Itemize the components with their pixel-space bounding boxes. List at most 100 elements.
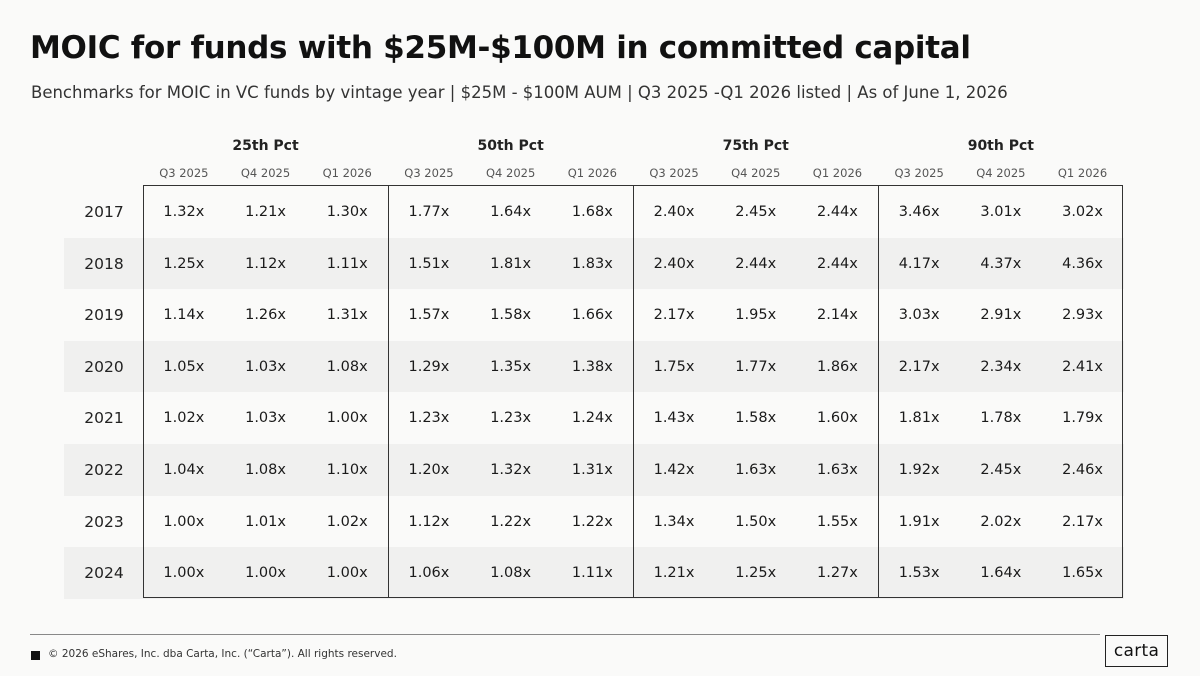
table-row-band: [64, 340, 1124, 393]
moic-value-cell: 1.64x: [980, 565, 1022, 582]
moic-value-cell: 1.66x: [571, 307, 613, 324]
moic-value-cell: 1.64x: [490, 204, 532, 220]
moic-value-cell: 2.17x: [653, 307, 695, 324]
quarter-header: Q3 2025: [159, 166, 209, 180]
moic-value-cell: 1.30x: [326, 204, 368, 220]
quarter-header: Q4 2025: [240, 166, 291, 180]
moic-value-cell: 1.91x: [898, 513, 940, 530]
group-header: 90th Pct: [967, 138, 1034, 154]
carta-logo: carta: [1105, 635, 1168, 667]
moic-value-cell: 4.17x: [898, 255, 940, 272]
moic-value-cell: 1.12x: [408, 513, 450, 530]
moic-value-cell: 1.29x: [408, 358, 450, 375]
group-divider: [633, 185, 635, 598]
moic-value-cell: 2.40x: [653, 204, 695, 220]
quarter-header: Q4 2025: [976, 166, 1026, 180]
moic-value-cell: 2.34x: [980, 358, 1022, 375]
moic-value-cell: 1.00x: [326, 410, 368, 427]
moic-value-cell: 1.34x: [653, 513, 695, 530]
moic-value-cell: 2.14x: [817, 307, 858, 324]
moic-value-cell: 1.10x: [326, 462, 368, 478]
group-divider: [878, 185, 880, 598]
moic-value-cell: 1.58x: [490, 307, 532, 324]
moic-value-cell: 1.53x: [898, 565, 940, 582]
moic-value-cell: 1.35x: [490, 358, 532, 375]
moic-value-cell: 1.32x: [490, 462, 532, 478]
quarter-header: Q4 2025: [731, 166, 781, 180]
vintage-year-label: 2021: [84, 409, 124, 428]
table-row-band: [64, 495, 1124, 548]
group-divider: [388, 185, 390, 598]
moic-value-cell: 1.26x: [245, 307, 286, 324]
moic-value-cell: 1.12x: [245, 255, 286, 272]
moic-value-cell: 1.03x: [245, 410, 286, 427]
vintage-year-label: 2020: [84, 357, 124, 376]
moic-value-cell: 4.36x: [1062, 255, 1103, 272]
quarter-header: Q4 2025: [485, 166, 536, 180]
vintage-year-label: 2023: [84, 512, 124, 531]
quarter-header: Q1 2026: [1057, 166, 1108, 180]
moic-value-cell: 1.02x: [163, 410, 205, 427]
moic-value-cell: 1.95x: [735, 307, 777, 324]
table-row-band: [64, 289, 1124, 342]
page-title: MOIC for funds with $25M-$100M in commit…: [30, 30, 971, 66]
vintage-year-label: 2018: [84, 254, 124, 273]
moic-value-cell: 1.23x: [490, 410, 532, 427]
moic-value-cell: 2.44x: [735, 255, 777, 272]
moic-value-cell: 1.11x: [571, 565, 613, 582]
moic-value-cell: 1.43x: [653, 410, 695, 427]
vintage-year-label: 2019: [84, 306, 124, 325]
quarter-header: Q3 2025: [894, 166, 944, 180]
moic-value-cell: 1.25x: [735, 565, 777, 582]
moic-value-cell: 1.58x: [735, 410, 777, 427]
quarter-header: Q1 2026: [322, 166, 372, 180]
moic-value-cell: 1.06x: [408, 565, 450, 582]
moic-value-cell: 3.01x: [980, 204, 1022, 220]
moic-value-cell: 1.77x: [735, 358, 777, 375]
moic-value-cell: 1.11x: [326, 255, 368, 272]
table-row-band: [64, 186, 1124, 238]
moic-value-cell: 1.25x: [163, 255, 205, 272]
moic-value-cell: 1.00x: [326, 565, 368, 582]
table-row-band: [64, 547, 1124, 600]
quarter-header: Q1 2026: [567, 166, 617, 180]
moic-value-cell: 1.21x: [653, 565, 695, 582]
group-header: 50th Pct: [477, 138, 544, 154]
footer-square-icon: [31, 651, 40, 660]
moic-value-cell: 1.81x: [490, 255, 532, 272]
moic-value-cell: 1.08x: [245, 462, 286, 478]
moic-value-cell: 1.77x: [408, 204, 450, 220]
moic-value-cell: 1.08x: [490, 565, 532, 582]
moic-value-cell: 1.32x: [163, 204, 205, 220]
moic-value-cell: 1.05x: [163, 358, 205, 375]
moic-value-cell: 1.79x: [1062, 410, 1103, 427]
moic-value-cell: 2.46x: [1062, 462, 1103, 478]
moic-value-cell: 1.83x: [571, 255, 613, 272]
moic-value-cell: 2.02x: [980, 513, 1022, 530]
quarter-header: Q3 2025: [649, 166, 699, 180]
table-row-band: [64, 444, 1124, 496]
moic-value-cell: 1.57x: [408, 307, 450, 324]
moic-value-cell: 1.60x: [817, 410, 858, 427]
moic-value-cell: 1.81x: [898, 410, 940, 427]
group-header: 25th Pct: [232, 138, 299, 154]
moic-value-cell: 1.68x: [571, 204, 613, 220]
moic-value-cell: 2.91x: [980, 307, 1022, 324]
moic-value-cell: 1.27x: [817, 565, 858, 582]
moic-value-cell: 1.03x: [245, 358, 286, 375]
moic-value-cell: 3.02x: [1062, 204, 1103, 220]
moic-value-cell: 3.46x: [898, 204, 940, 220]
moic-value-cell: 2.41x: [1062, 358, 1103, 375]
quarter-header: Q3 2025: [404, 166, 454, 180]
moic-value-cell: 2.17x: [1062, 513, 1103, 530]
moic-value-cell: 2.45x: [980, 462, 1022, 478]
moic-value-cell: 2.93x: [1062, 307, 1103, 324]
vintage-year-label: 2017: [84, 203, 124, 221]
moic-value-cell: 1.20x: [408, 462, 450, 478]
moic-value-cell: 1.63x: [817, 462, 858, 478]
moic-value-cell: 1.31x: [326, 307, 368, 324]
moic-value-cell: 1.75x: [653, 358, 695, 375]
moic-value-cell: 1.38x: [571, 358, 613, 375]
moic-value-cell: 1.23x: [408, 410, 450, 427]
moic-value-cell: 1.00x: [163, 565, 205, 582]
